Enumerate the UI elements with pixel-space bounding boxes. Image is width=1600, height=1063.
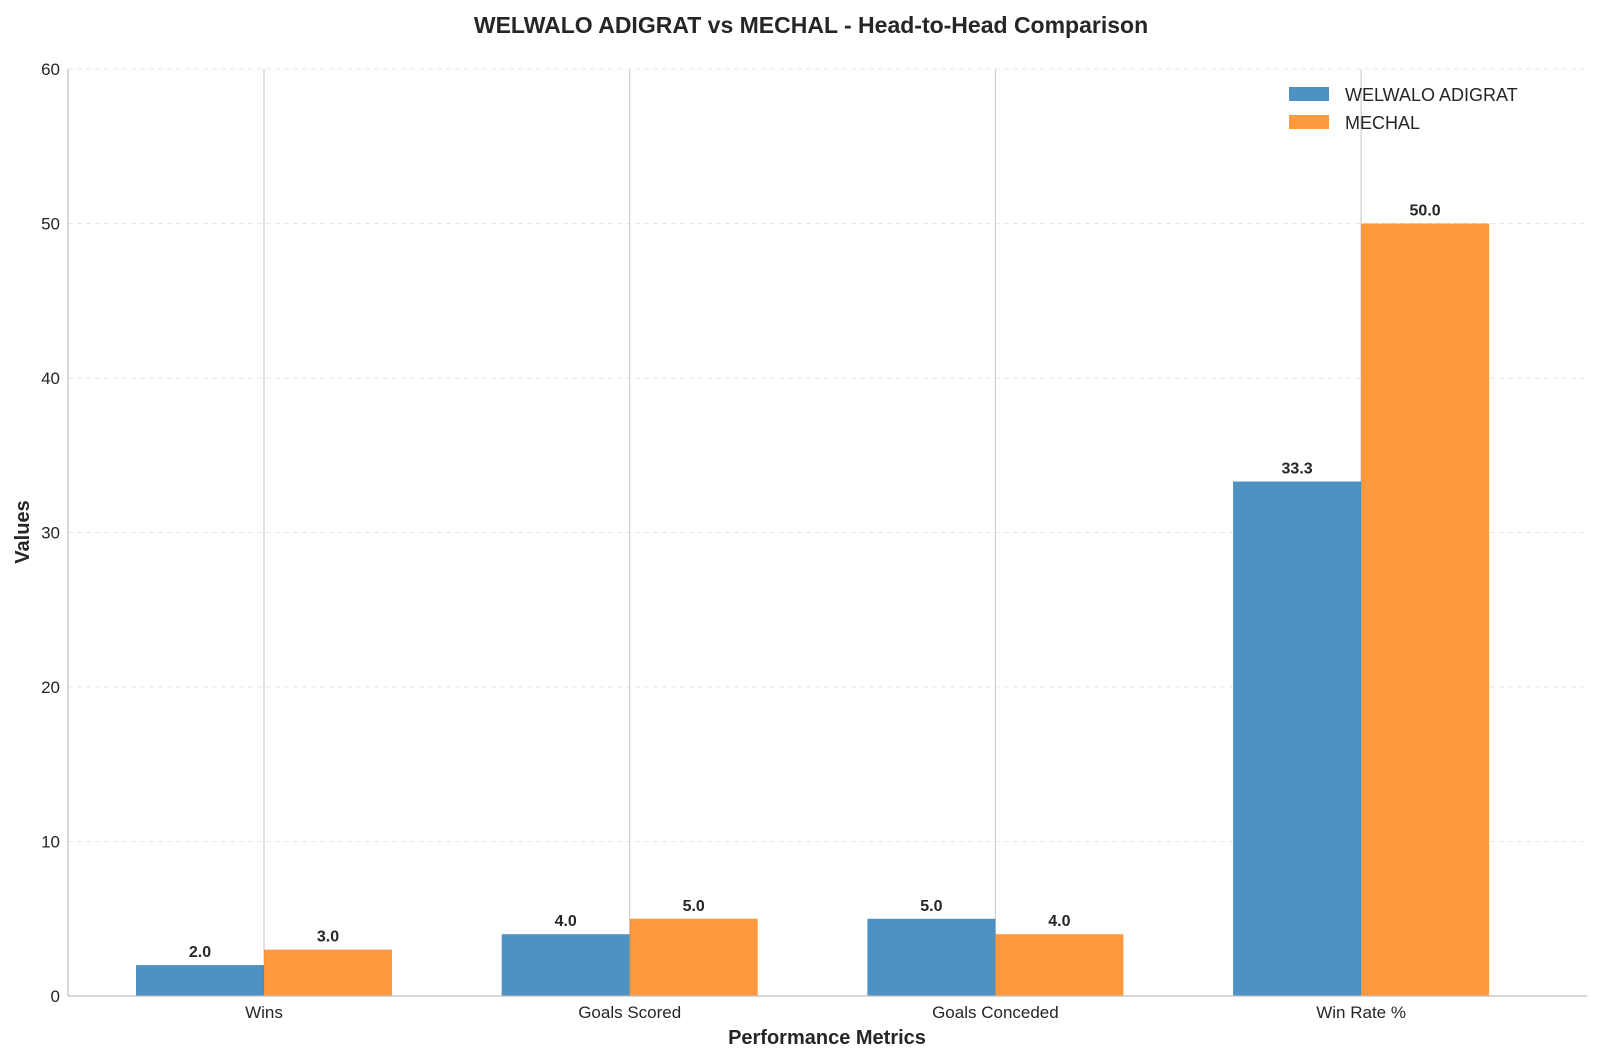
x-tick-label: Goals Scored [578, 1003, 681, 1022]
bar-value-label: 33.3 [1282, 461, 1313, 478]
y-tick-labels: 0 10 20 30 40 50 60 [41, 60, 60, 1006]
x-tick-label: Goals Conceded [932, 1003, 1059, 1022]
y-tick-label: 10 [41, 833, 60, 852]
bar-value-label: 2.0 [189, 944, 211, 961]
bar-value-labels: 2.0 4.0 5.0 33.3 3.0 5.0 4.0 50.0 [189, 203, 1441, 962]
x-tick-labels: Wins Goals Scored Goals Conceded Win Rate % [245, 1003, 1406, 1022]
y-tick-label: 0 [51, 987, 60, 1006]
bar [1361, 223, 1490, 996]
axes [67, 69, 1587, 997]
bar [136, 965, 264, 996]
bars [136, 223, 1490, 996]
bar [1233, 481, 1362, 996]
legend-swatch [1289, 115, 1329, 129]
bar-value-label: 4.0 [1048, 913, 1070, 930]
y-tick-label: 20 [41, 678, 60, 697]
legend-label: MECHAL [1345, 113, 1420, 133]
y-axis-label: Values [12, 500, 34, 563]
y-tick-label: 60 [41, 60, 60, 79]
grid-lines [68, 68, 1587, 996]
chart-title: WELWALO ADIGRAT vs MECHAL - Head-to-Head… [474, 12, 1148, 38]
legend-swatch [1289, 87, 1329, 101]
bar [501, 934, 630, 996]
x-tick-label: Win Rate % [1316, 1003, 1406, 1022]
legend-label: WELWALO ADIGRAT [1345, 85, 1518, 105]
bar-value-label: 50.0 [1410, 203, 1441, 220]
y-tick-label: 30 [41, 524, 60, 543]
bar [995, 934, 1124, 996]
bar [867, 918, 996, 996]
bar-value-label: 4.0 [555, 913, 577, 930]
bar-value-label: 5.0 [920, 898, 942, 915]
y-tick-label: 40 [41, 369, 60, 388]
y-tick-label: 50 [41, 215, 60, 234]
legend: WELWALO ADIGRAT MECHAL [1289, 85, 1518, 133]
bar-value-label: 3.0 [317, 929, 339, 946]
x-axis-label: Performance Metrics [728, 1027, 926, 1049]
bar-value-label: 5.0 [683, 898, 705, 915]
x-tick-label: Wins [245, 1003, 283, 1022]
bar [264, 949, 392, 996]
bar [629, 918, 758, 996]
